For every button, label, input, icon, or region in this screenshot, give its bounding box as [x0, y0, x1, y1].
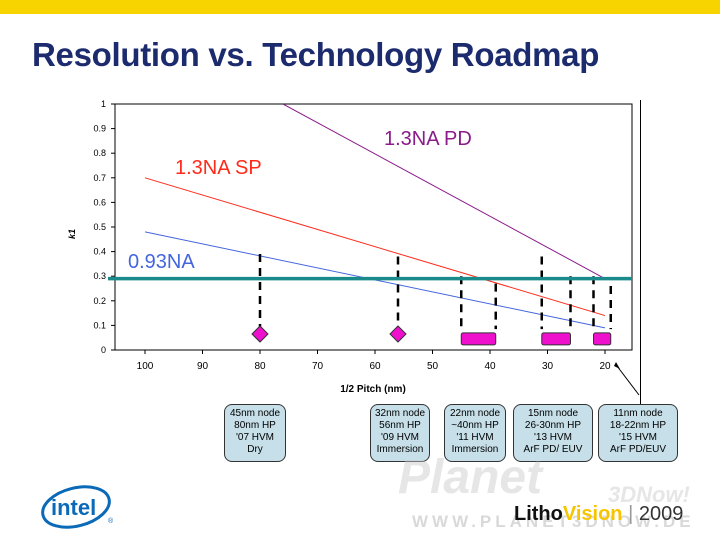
slide-title: Resolution vs. Technology Roadmap — [32, 36, 600, 73]
node-text-line: '11 HVM — [456, 432, 494, 443]
vision-text: Vision — [562, 503, 623, 525]
node-text-line: Immersion — [451, 444, 499, 455]
callout-connector — [640, 100, 641, 405]
watermark-url: WWW.PLANET3DNOW.DE — [412, 512, 695, 531]
x-tick-label: 50 — [427, 361, 439, 372]
litho-text: Litho — [514, 503, 563, 525]
intel-logo-text: intel — [51, 495, 96, 520]
x-tick-label: 60 — [369, 361, 381, 372]
node-text-line: ArF PD/ EUV — [523, 444, 583, 455]
node-text-line: 22nm node — [449, 408, 501, 419]
node-text-line: Dry — [247, 444, 263, 455]
node-text-line: 56nm HP — [379, 420, 421, 431]
node-bar-marker — [541, 332, 571, 346]
node-text-line: 32nm node — [374, 408, 426, 419]
node-box-11nm: 11nm node 18-22nm HP '15 HVM ArF PD/EUV — [598, 404, 678, 462]
y-tick-label: 0.2 — [93, 296, 106, 306]
node-diamond-marker — [251, 325, 269, 343]
series-label: 0.93NA — [128, 251, 195, 273]
watermark-brand-suffix: 3DNow! — [608, 482, 690, 507]
node-text-line: '13 HVM — [533, 432, 573, 443]
top-accent-bar — [0, 0, 720, 14]
y-tick-label: 0.8 — [93, 148, 106, 158]
y-tick-label: 0.4 — [93, 247, 106, 257]
x-tick-label: 90 — [197, 361, 209, 372]
node-text-line: 11nm node — [613, 408, 663, 419]
series-line — [144, 177, 606, 317]
lithovision-brand: LithoVision | 2009 — [514, 503, 683, 526]
y-tick-label: 0.6 — [93, 197, 106, 207]
y-tick-label: 0.1 — [93, 320, 106, 330]
x-axis-label: 1/2 Pitch (nm) — [340, 384, 406, 395]
node-text-line: 45nm node — [229, 408, 281, 419]
y-tick-label: 0 — [101, 345, 106, 355]
node-text-line: 80nm HP — [234, 420, 276, 431]
node-text-line: '07 HVM — [235, 432, 275, 443]
node-box-22nm: 22nm node ~40nm HP '11 HVM Immersion — [444, 404, 506, 462]
brand-separator: | — [628, 503, 634, 525]
node-box-15nm: 15nm node 26-30nm HP '13 HVM ArF PD/ EUV — [513, 404, 593, 462]
series-label: 1.3NA PD — [384, 128, 472, 150]
x-tick-label: 100 — [137, 361, 154, 372]
node-bar-marker — [460, 332, 497, 346]
intel-logo-mark: ® — [108, 517, 114, 525]
node-text-line: ArF PD/EUV — [609, 444, 667, 455]
x-tick-label: 30 — [542, 361, 554, 372]
watermark-brand: Planet — [398, 451, 543, 504]
node-bar-marker — [593, 332, 612, 346]
intel-logo: intel ® — [41, 485, 114, 529]
callout-arrow — [616, 365, 640, 396]
y-tick-label: 0.7 — [93, 173, 106, 183]
x-tick-label: 80 — [254, 361, 266, 372]
node-text-line: 26-30nm HP — [524, 420, 582, 431]
node-text-line: 15nm node — [527, 408, 579, 419]
series-line — [282, 104, 606, 280]
node-text-line: 18-22nm HP — [609, 420, 667, 431]
node-diamond-marker — [389, 325, 407, 343]
node-text-line: ~40nm HP — [451, 420, 499, 431]
y-tick-label: 1 — [101, 99, 106, 109]
y-tick-label: 0.3 — [93, 271, 106, 281]
series-label: 1.3NA SP — [175, 157, 262, 179]
x-tick-label: 70 — [312, 361, 324, 372]
x-tick-label: 40 — [484, 361, 496, 372]
node-text-line: '15 HVM — [618, 432, 658, 443]
y-tick-label: 0.9 — [93, 124, 106, 134]
node-text-line: Immersion — [376, 444, 424, 455]
brand-year: 2009 — [638, 503, 684, 525]
x-tick-label: 20 — [599, 361, 611, 372]
plot-frame — [114, 103, 633, 351]
node-text-line: '09 HVM — [380, 432, 420, 443]
node-box-45nm: 45nm node 80nm HP '07 HVM Dry — [224, 404, 286, 462]
y-tick-label: 0.5 — [93, 222, 106, 232]
y-axis-label: k1 — [67, 229, 77, 239]
node-box-32nm: 32nm node 56nm HP '09 HVM Immersion — [370, 404, 430, 462]
